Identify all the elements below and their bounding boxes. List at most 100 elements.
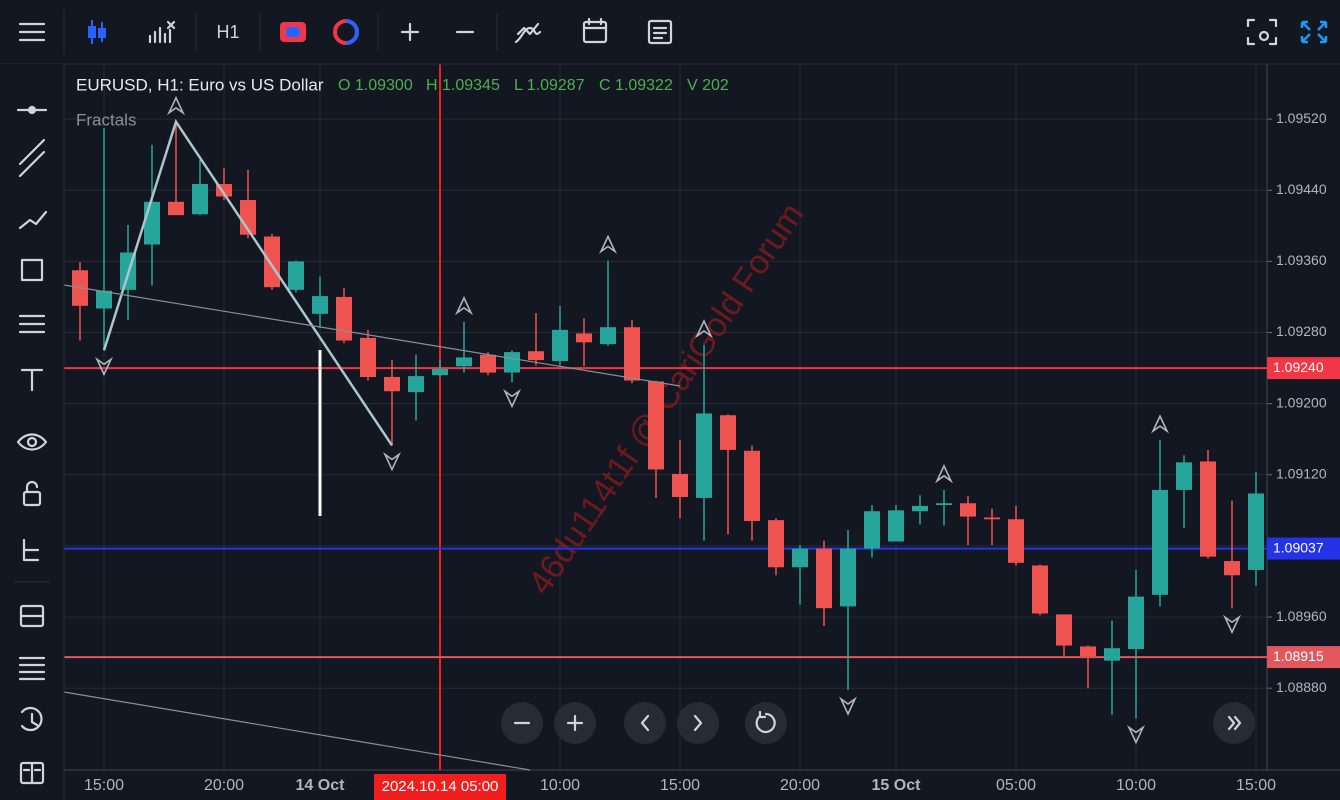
visibility-tool[interactable]: [16, 433, 48, 451]
candle-body: [336, 296, 352, 341]
fractal-down: [1126, 725, 1146, 745]
candle-body: [888, 510, 904, 542]
candle-body: [1104, 648, 1120, 661]
latest-nav[interactable]: [1213, 702, 1255, 744]
candle-body: [168, 201, 184, 216]
signals-button[interactable]: [333, 19, 359, 45]
trade-button[interactable]: [280, 22, 306, 42]
x-tick-label: 15:00: [1236, 777, 1276, 794]
candle-body: [1248, 493, 1264, 570]
candle-body: [864, 511, 880, 549]
ohlcv-close: C 1.09322: [599, 77, 673, 94]
text-tool[interactable]: [20, 368, 44, 392]
x-tick-label: 20:00: [780, 777, 820, 794]
y-tick-label: 1.09440: [1276, 181, 1327, 197]
layout-tool[interactable]: [19, 761, 45, 785]
zoom-in-nav[interactable]: [554, 702, 596, 744]
fractal-down: [1222, 614, 1242, 635]
path-tool[interactable]: [18, 210, 48, 230]
top-toolbar: H1: [0, 0, 1340, 65]
candle-body: [720, 415, 736, 450]
x-tick-label: 20:00: [204, 777, 244, 794]
price-label: 1.09240: [1273, 359, 1324, 375]
candle-body: [1056, 614, 1072, 646]
candle-body: [768, 520, 784, 568]
fractal-up: [934, 464, 954, 484]
price-label-box: [1267, 537, 1340, 560]
ohlcv-low: L 1.09287: [514, 77, 585, 94]
line-tool[interactable]: [18, 138, 46, 178]
zoom-out-nav[interactable]: [501, 702, 543, 744]
left-toolbar: [0, 64, 65, 800]
candle-body: [288, 261, 304, 290]
crosshair-tool[interactable]: [16, 105, 48, 115]
ohlcv-volume: V 202: [687, 77, 729, 94]
shape-tool[interactable]: [20, 258, 44, 282]
y-tick-label: 1.08880: [1276, 679, 1327, 695]
candle-body: [1200, 461, 1216, 557]
candle-body: [360, 337, 376, 377]
candle-body: [648, 381, 664, 470]
notes-button[interactable]: [647, 19, 673, 45]
menu-button[interactable]: [18, 22, 46, 42]
timeframe-button[interactable]: H1: [216, 22, 239, 42]
x-tick-label: 15:00: [660, 777, 700, 794]
list-tool[interactable]: [18, 656, 46, 681]
screenshot-button[interactable]: [1246, 18, 1278, 46]
candle-body: [432, 368, 448, 376]
fractal-up: [694, 319, 714, 339]
fib-tool[interactable]: [18, 314, 46, 334]
candle-body: [240, 200, 256, 235]
x-tick-label: 10:00: [1116, 777, 1156, 794]
fractal-down: [94, 356, 114, 377]
reset-nav[interactable]: [745, 702, 787, 744]
candle-body: [144, 201, 160, 245]
trend-line: [63, 691, 531, 771]
templates-tool[interactable]: [19, 604, 45, 628]
candle-body: [600, 327, 616, 345]
indicators-button[interactable]: [148, 20, 176, 44]
candle-body: [96, 290, 112, 309]
candle-body: [672, 473, 688, 498]
objects-tool[interactable]: [22, 538, 40, 562]
symbol-title: EURUSD, H1: Euro vs US Dollar: [76, 75, 324, 94]
candle-body: [528, 351, 544, 361]
candle-body: [312, 296, 328, 314]
lock-tool[interactable]: [22, 480, 42, 507]
history-tool[interactable]: [20, 706, 43, 732]
candle-body: [1128, 596, 1144, 650]
candle-body: [1080, 646, 1096, 657]
calendar-button[interactable]: [582, 17, 608, 44]
candle-body: [1032, 565, 1048, 614]
y-tick-label: 1.09280: [1276, 323, 1327, 339]
x-tick-label: 05:00: [996, 777, 1036, 794]
scroll-left-nav[interactable]: [624, 702, 666, 744]
candle-body: [624, 327, 640, 381]
x-tick-label: 10:00: [540, 777, 580, 794]
toolbar-bg: [0, 64, 64, 800]
zoom-in-button[interactable]: [400, 22, 420, 42]
indicator-label[interactable]: Fractals: [76, 110, 136, 129]
candle-body: [408, 376, 424, 393]
scroll-right-nav[interactable]: [677, 702, 719, 744]
price-label-box: [1267, 646, 1340, 669]
y-tick-label: 1.09520: [1276, 110, 1327, 126]
y-tick-label: 1.08960: [1276, 608, 1327, 624]
chart-type-button[interactable]: [88, 20, 106, 44]
candle-body: [912, 505, 928, 512]
fractal-down: [838, 696, 858, 716]
candle-body: [984, 517, 1000, 520]
fractal-up: [1150, 414, 1170, 434]
fractal-up: [598, 234, 618, 254]
price-label-box: [1267, 357, 1340, 380]
x-tick-label: 15:00: [84, 777, 124, 794]
candle-body: [264, 236, 280, 288]
drawing-button[interactable]: [514, 22, 542, 44]
candle-body: [1008, 519, 1024, 563]
candle-body: [816, 548, 832, 609]
candle-body: [480, 354, 496, 373]
candle-body: [384, 376, 400, 392]
fullscreen-button[interactable]: [1300, 20, 1328, 44]
